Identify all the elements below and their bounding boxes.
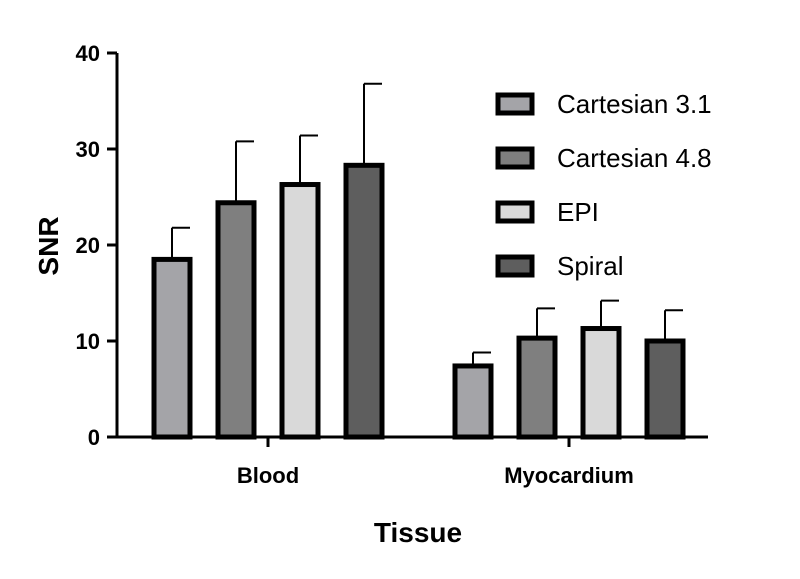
y-tick-label: 20 [76,233,100,258]
legend-swatch [495,254,535,278]
legend-label: EPI [557,197,599,227]
y-axis-title: SNR [33,216,64,275]
legend-label: Cartesian 4.8 [557,143,712,173]
bar [516,335,558,440]
x-axis-title: Tissue [374,517,462,548]
y-tick-label: 0 [88,425,100,450]
y-tick-label: 40 [76,41,100,66]
legend-swatch [495,146,535,170]
bar [644,338,686,440]
bar [151,256,193,440]
legend-label: Cartesian 3.1 [557,89,712,119]
bars [151,82,686,440]
y-tick-label: 10 [76,329,100,354]
legend-swatch [495,92,535,116]
legend-label: Spiral [557,251,623,281]
x-tick-label: Myocardium [504,463,634,488]
legend: Cartesian 3.1 Cartesian 4.8 EPI Spiral [495,89,712,281]
legend-swatch [495,200,535,224]
bar [580,326,622,440]
bar [452,363,494,440]
axes: 0 10 20 30 40 Blood Myocardium [76,41,708,488]
y-tick-label: 30 [76,137,100,162]
bar [279,182,321,440]
bar [343,162,385,440]
bar [215,200,257,440]
x-tick-label: Blood [237,463,299,488]
